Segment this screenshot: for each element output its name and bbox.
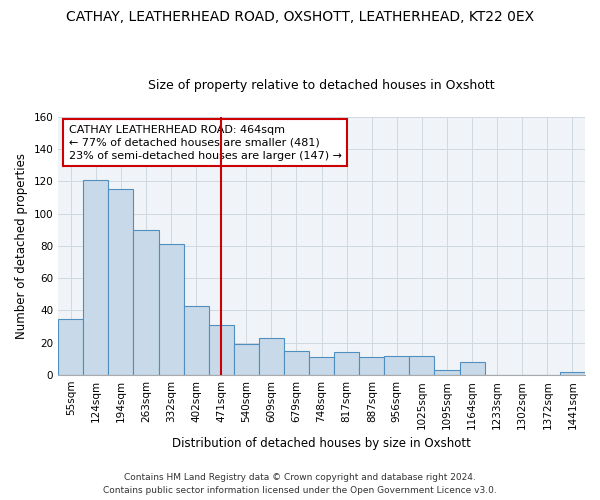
Bar xyxy=(234,344,259,375)
Text: Contains HM Land Registry data © Crown copyright and database right 2024.
Contai: Contains HM Land Registry data © Crown c… xyxy=(103,474,497,495)
Bar xyxy=(434,370,460,375)
Bar xyxy=(83,180,109,375)
Bar xyxy=(309,358,334,375)
Bar xyxy=(385,356,409,375)
Text: CATHAY LEATHERHEAD ROAD: 464sqm
← 77% of detached houses are smaller (481)
23% o: CATHAY LEATHERHEAD ROAD: 464sqm ← 77% of… xyxy=(69,124,342,161)
X-axis label: Distribution of detached houses by size in Oxshott: Distribution of detached houses by size … xyxy=(172,437,471,450)
Bar xyxy=(460,362,485,375)
Bar xyxy=(58,318,83,375)
Bar xyxy=(259,338,284,375)
Text: CATHAY, LEATHERHEAD ROAD, OXSHOTT, LEATHERHEAD, KT22 0EX: CATHAY, LEATHERHEAD ROAD, OXSHOTT, LEATH… xyxy=(66,10,534,24)
Bar xyxy=(209,325,234,375)
Bar xyxy=(109,190,133,375)
Bar xyxy=(359,358,385,375)
Bar xyxy=(284,351,309,375)
Bar xyxy=(560,372,585,375)
Title: Size of property relative to detached houses in Oxshott: Size of property relative to detached ho… xyxy=(148,79,495,92)
Y-axis label: Number of detached properties: Number of detached properties xyxy=(15,153,28,339)
Bar xyxy=(158,244,184,375)
Bar xyxy=(409,356,434,375)
Bar xyxy=(133,230,158,375)
Bar xyxy=(334,352,359,375)
Bar xyxy=(184,306,209,375)
